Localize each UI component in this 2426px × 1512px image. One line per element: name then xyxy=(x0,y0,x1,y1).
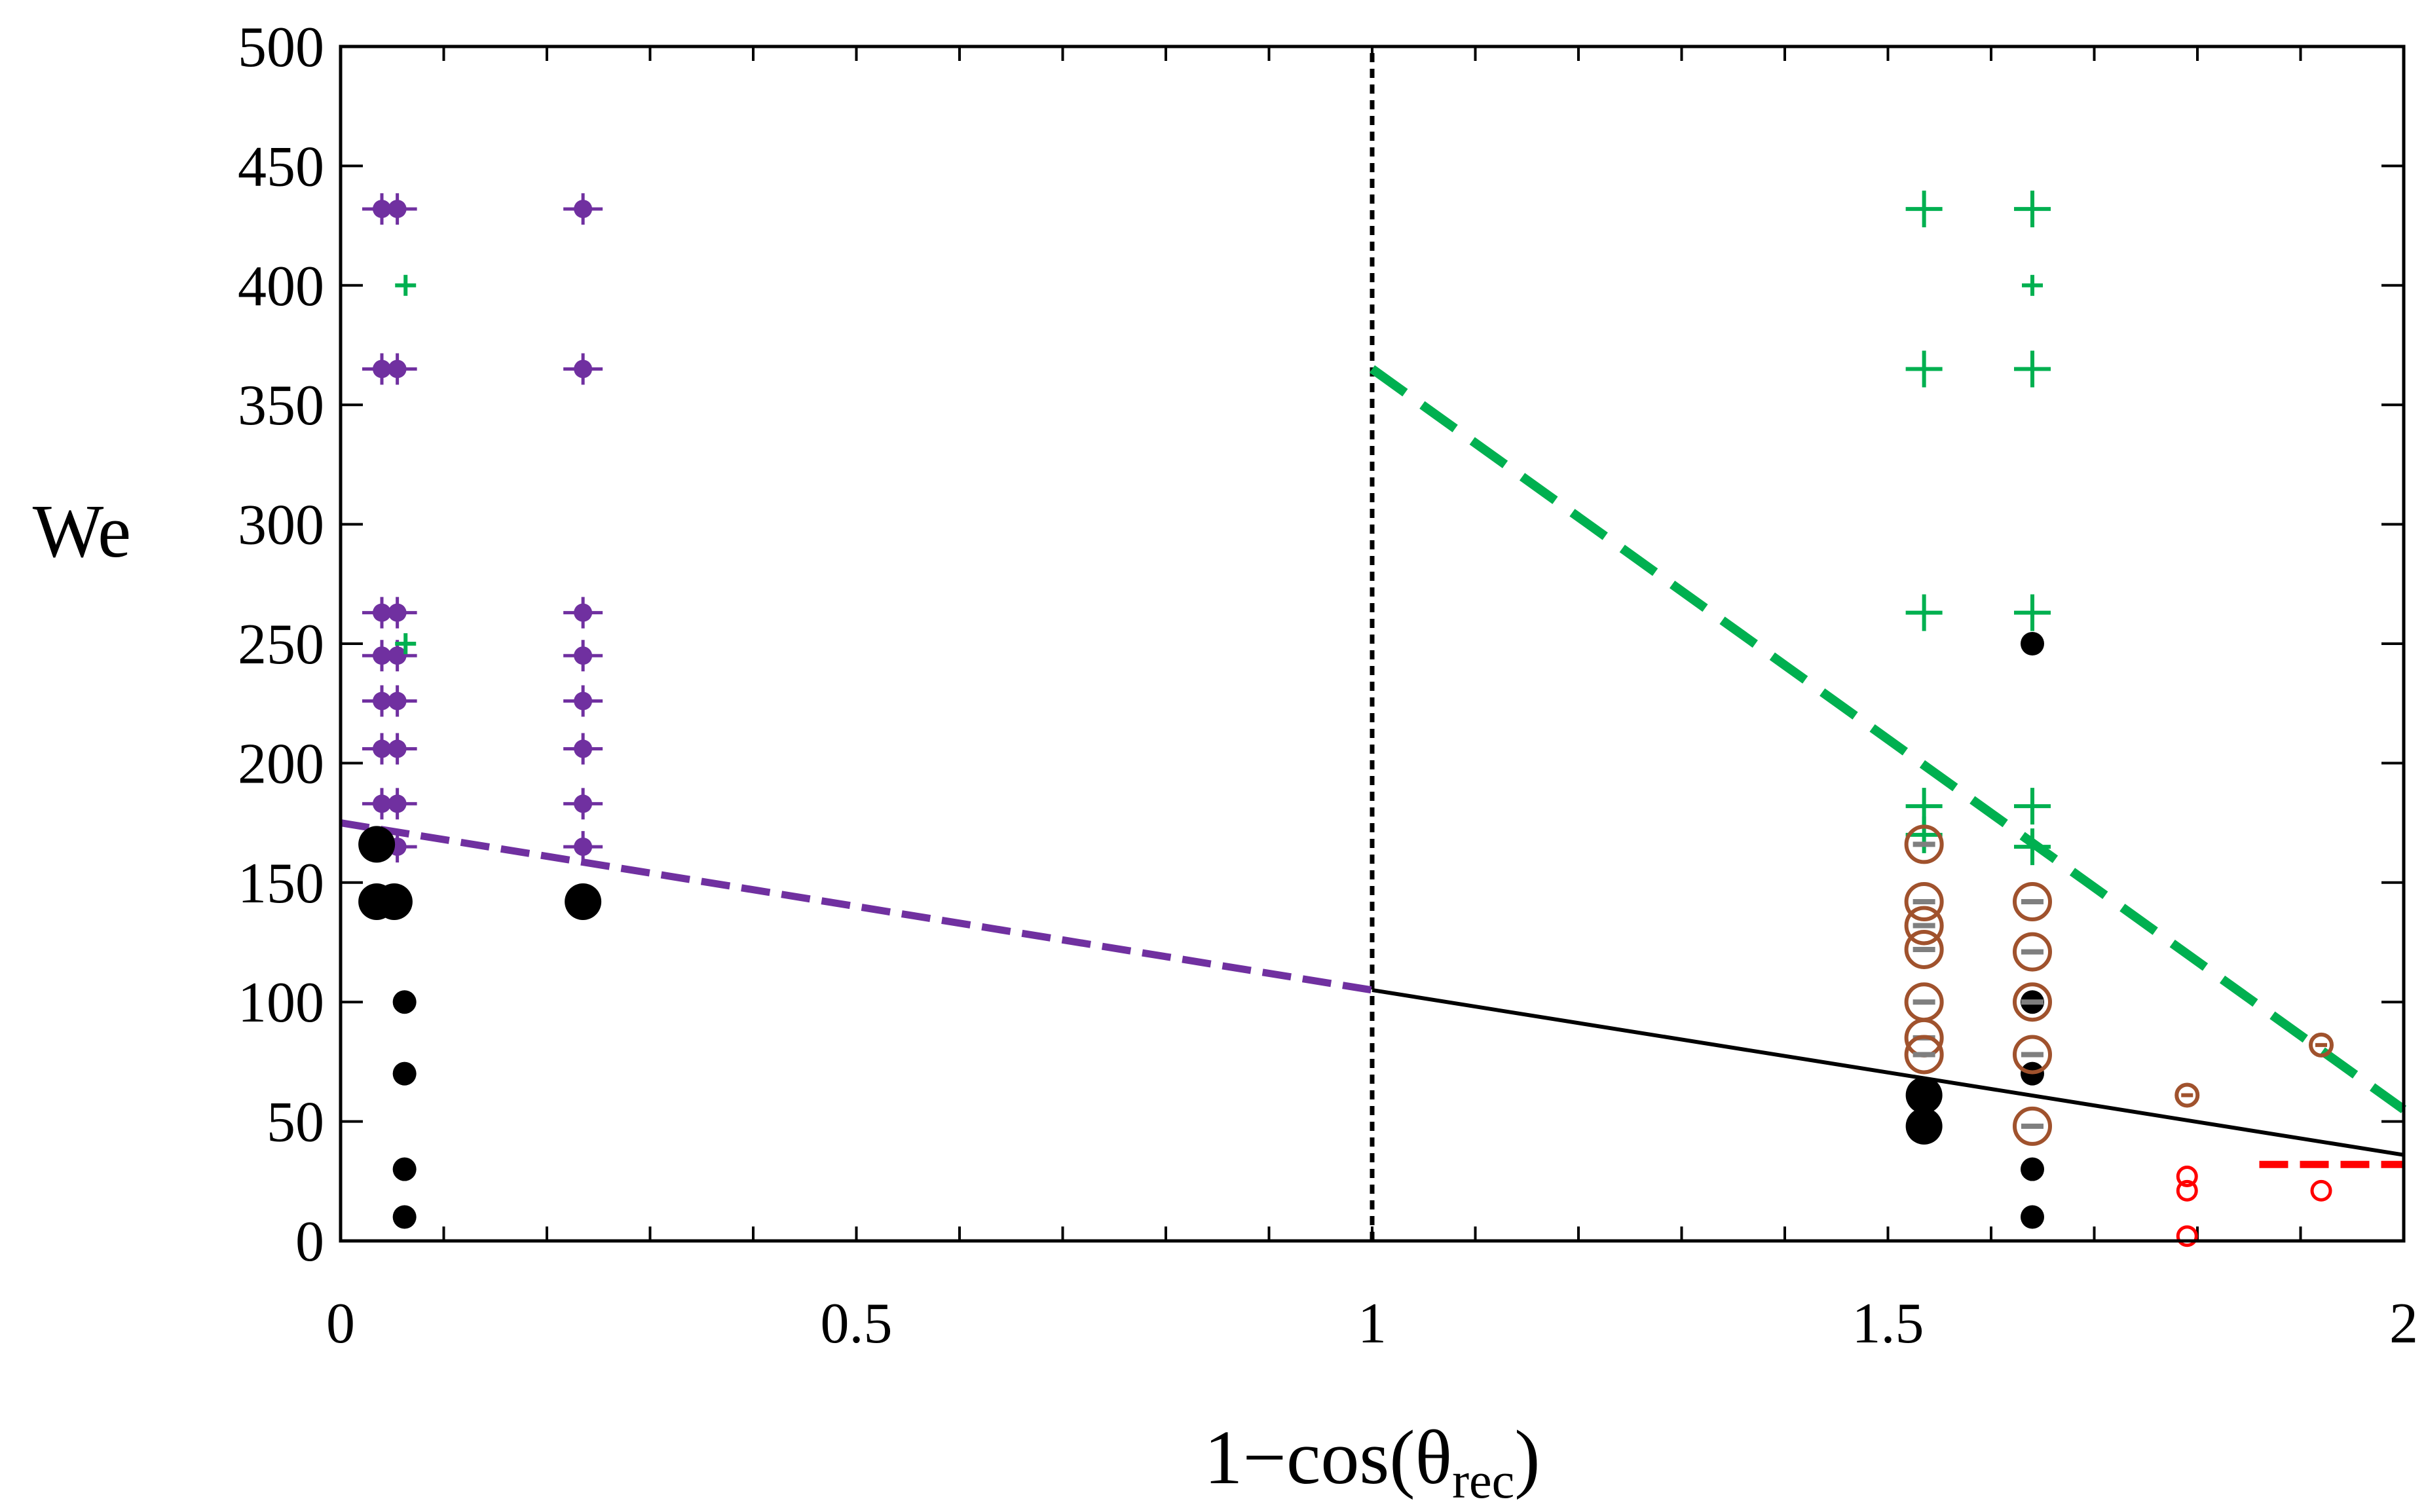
y-tick-label: 450 xyxy=(238,135,324,198)
y-tick-labels: 0 50 100 150 200 250 300 350 400 450 500 xyxy=(238,16,324,1274)
purple-cross-dot-point xyxy=(377,193,417,225)
brown-circle-minus-large-point xyxy=(1904,824,1944,864)
plot-frame xyxy=(339,45,2406,1243)
purple-cross-dot-point xyxy=(377,788,417,820)
brown-circle-minus-large-point xyxy=(2013,1106,2052,1146)
purple-cross-dot-point xyxy=(563,193,603,225)
x-axis-label-subscript: rec xyxy=(1452,1452,1514,1509)
x-axis-label-main: 1−cos(θ xyxy=(1204,1414,1452,1500)
brown-circle-minus-large-point xyxy=(2013,881,2052,921)
black-dot-large-point xyxy=(1905,1107,1943,1145)
purple-cross-dot-point xyxy=(563,597,603,629)
y-axis-label: We xyxy=(33,490,131,573)
brown-circle-minus-large-point xyxy=(1904,906,1944,946)
purple-cross-dot-point xyxy=(563,831,603,863)
red-open-circle-point xyxy=(2176,1166,2198,1188)
red-open-circle-point xyxy=(2310,1179,2332,1202)
x-tick-label: 0.5 xyxy=(821,1292,893,1355)
black-dot-large-point xyxy=(565,883,602,920)
y-tick-label: 50 xyxy=(267,1091,324,1154)
brown-circle-minus-large-point xyxy=(1904,1035,1944,1075)
green-cross-large-point xyxy=(2014,594,2051,631)
y-tick-label: 400 xyxy=(238,255,324,318)
green-cross-small-point xyxy=(2022,274,2043,296)
y-tick-label: 300 xyxy=(238,494,324,557)
red-open-circle-point xyxy=(2176,1179,2198,1202)
black-dot-small-point xyxy=(392,1205,417,1229)
x-tick-label: 1.5 xyxy=(1852,1292,1924,1355)
black-threshold-line xyxy=(1372,987,2404,1157)
y-tick-label: 200 xyxy=(238,732,324,796)
data-points-layer xyxy=(358,191,2334,1247)
green-cross-small-point xyxy=(395,274,417,296)
x-axis-label: 1−cos(θrec) xyxy=(1204,1414,1540,1509)
brown-circle-minus-large-point xyxy=(2013,982,2052,1022)
red-open-circle-point xyxy=(2176,1225,2198,1247)
black-dot-small-point xyxy=(2021,632,2044,655)
purple-cross-dot-point xyxy=(563,640,603,672)
green-cross-large-point xyxy=(1905,816,1943,853)
tick-layer xyxy=(339,45,2405,1242)
green-cross-large-point xyxy=(2014,191,2051,228)
black-dot-small-point xyxy=(392,1157,417,1181)
black-dot-large-point xyxy=(375,883,413,920)
x-tick-label: 0 xyxy=(326,1292,355,1355)
threshold-lines-layer xyxy=(340,46,2407,1241)
black-dot-small-point xyxy=(2021,1205,2044,1229)
black-dot-small-point xyxy=(2021,1157,2044,1181)
purple-cross-dot-point xyxy=(377,597,417,629)
y-tick-label: 150 xyxy=(238,852,324,915)
black-dot-large-point xyxy=(358,826,396,863)
brown-circle-minus-small-point xyxy=(2174,1082,2200,1108)
green-cross-small-point xyxy=(395,633,417,654)
y-tick-label: 0 xyxy=(295,1210,324,1274)
x-tick-label: 2 xyxy=(2389,1292,2418,1355)
purple-cross-dot-point xyxy=(563,733,603,765)
green-cross-large-point xyxy=(1905,350,1943,388)
purple-cross-dot-point xyxy=(563,788,603,820)
green-cross-large-point xyxy=(2014,788,2051,825)
green-cross-large-point xyxy=(2014,828,2051,866)
x-tick-label: 1 xyxy=(1358,1292,1387,1355)
x-axis-label-close: ) xyxy=(1514,1414,1540,1500)
purple-cross-dot-point xyxy=(563,353,603,385)
purple-cross-dot-point xyxy=(563,685,603,717)
y-tick-label: 250 xyxy=(238,613,324,676)
purple-cross-dot-point xyxy=(377,733,417,765)
y-tick-label: 500 xyxy=(238,16,324,79)
brown-circle-minus-large-point xyxy=(1904,881,1944,921)
brown-circle-minus-large-point xyxy=(1904,982,1944,1022)
x-tick-labels: 0 0.5 1 1.5 2 xyxy=(326,1292,2418,1355)
y-tick-label: 350 xyxy=(238,374,324,437)
brown-circle-minus-small-point xyxy=(2309,1032,2334,1058)
black-dot-small-point xyxy=(392,990,417,1014)
green-cross-large-point xyxy=(2014,350,2051,388)
purple-threshold-line xyxy=(340,819,1373,994)
purple-cross-dot-point xyxy=(377,685,417,717)
green-cross-large-point xyxy=(1905,594,1943,631)
y-tick-label: 100 xyxy=(238,971,324,1035)
purple-cross-dot-point xyxy=(377,353,417,385)
green-threshold-line xyxy=(1369,365,2407,1114)
brown-circle-minus-large-point xyxy=(2013,932,2052,972)
brown-circle-minus-large-point xyxy=(2013,1035,2052,1075)
black-dot-large-point xyxy=(1905,1077,1943,1114)
brown-circle-minus-large-point xyxy=(1904,929,1944,969)
green-cross-large-point xyxy=(1905,191,1943,228)
black-dot-small-point xyxy=(392,1061,417,1086)
